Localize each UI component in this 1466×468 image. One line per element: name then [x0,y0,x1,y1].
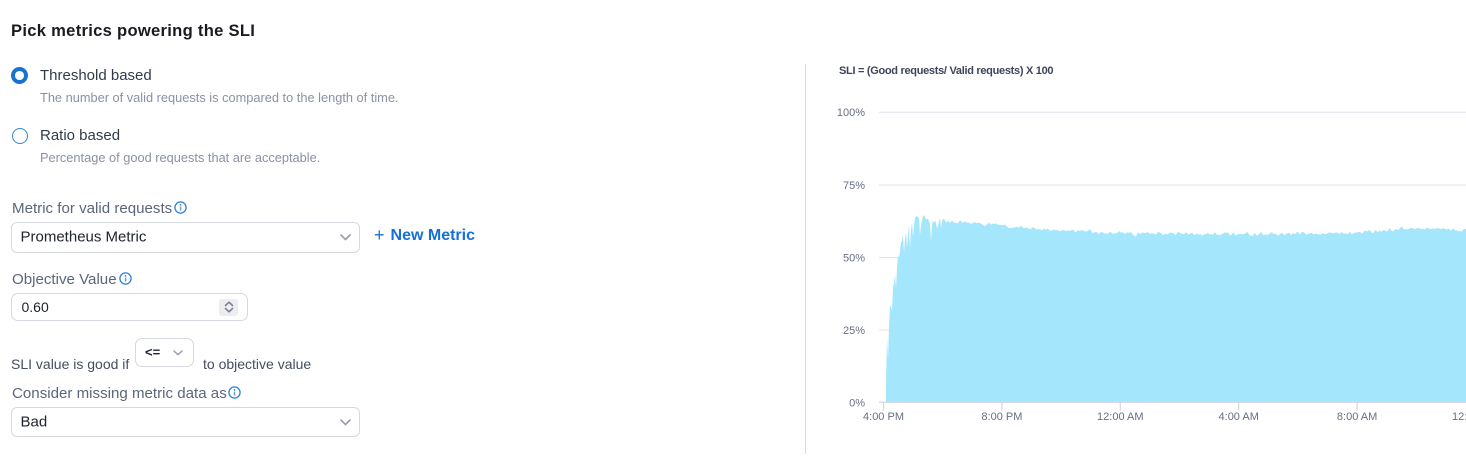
svg-text:SLI = (Good requests/ Valid re: SLI = (Good requests/ Valid requests) X … [839,65,1053,77]
svg-text:50%: 50% [843,253,865,265]
svg-text:12:00 PM: 12:00 PM [1452,411,1466,423]
svg-text:4:00 PM: 4:00 PM [863,411,904,423]
svg-text:8:00 PM: 8:00 PM [981,411,1022,423]
svg-text:75%: 75% [843,180,865,192]
svg-text:8:00 AM: 8:00 AM [1337,411,1377,423]
svg-text:25%: 25% [843,325,865,337]
svg-text:4:00 AM: 4:00 AM [1219,411,1259,423]
svg-text:12:00 AM: 12:00 AM [1097,411,1143,423]
svg-text:100%: 100% [837,107,865,119]
svg-text:0%: 0% [849,397,865,409]
